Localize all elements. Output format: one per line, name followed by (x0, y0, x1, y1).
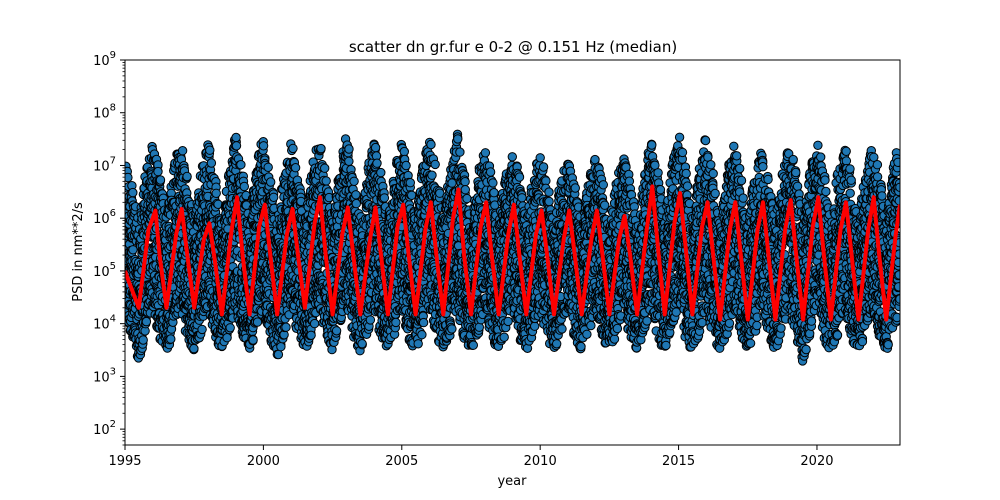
scatter-point (231, 141, 242, 151)
scatter-point (426, 139, 436, 150)
plot-area (125, 129, 900, 366)
scatter-point (290, 163, 301, 173)
scatter-point (125, 172, 133, 183)
scatter-point (468, 340, 478, 350)
scatter-point (288, 143, 298, 154)
scatter-point (399, 146, 409, 157)
scatter-point (407, 190, 417, 201)
scatter-series (125, 129, 900, 366)
scatter-point (138, 335, 148, 345)
scatter-point (155, 175, 166, 185)
scatter-point (189, 343, 199, 354)
scatter-point (205, 145, 215, 155)
scatter-point (485, 167, 496, 177)
scatter-point (236, 160, 246, 170)
scatter-point (331, 326, 342, 336)
scatter-point (480, 148, 491, 158)
scatter-point (141, 316, 152, 327)
scatter-point (231, 132, 241, 143)
scatter-point (413, 339, 423, 349)
scatter-point (460, 177, 470, 187)
scatter-point (430, 159, 440, 170)
scatter-point (499, 332, 509, 342)
scatter-point (455, 147, 465, 157)
scatter-point (182, 171, 192, 182)
scatter-point (460, 185, 470, 195)
scatter-point (248, 335, 258, 345)
scatter-point (197, 324, 207, 335)
scatter-point (372, 158, 382, 168)
scatter-point (222, 333, 232, 343)
scatter-point (206, 158, 217, 168)
scatter-point (370, 142, 381, 153)
scatter-point (462, 193, 472, 204)
scatter-point (447, 178, 457, 188)
scatter-point (177, 146, 188, 156)
scatter-point (351, 190, 361, 200)
scatter-point (391, 317, 401, 328)
scatter-point (320, 163, 330, 173)
scatter-point (309, 318, 320, 329)
scatter-point (344, 156, 354, 167)
scatter-point (128, 245, 138, 255)
scatter-point (417, 330, 427, 340)
scatter-point (379, 193, 390, 203)
scatter-point (258, 141, 269, 151)
scatter-point (269, 192, 279, 203)
scatter-point (503, 316, 513, 327)
scatter-point (418, 317, 429, 328)
scatter-point (488, 178, 498, 188)
scatter-point (128, 187, 138, 198)
scatter-point (453, 134, 463, 144)
scatter-point (306, 330, 316, 340)
scatter-point (489, 188, 499, 198)
chart-title: scatter dn gr.fur e 0-2 @ 0.151 Hz (medi… (349, 38, 677, 56)
scatter-point (376, 167, 386, 178)
scatter-point (349, 176, 359, 187)
scatter-point (344, 144, 354, 154)
scatter-point (401, 160, 411, 171)
scatter-point (365, 315, 376, 325)
scatter-point (474, 322, 484, 332)
scatter-point (281, 322, 291, 332)
scatter-point (273, 349, 284, 360)
scatter-point (166, 334, 176, 344)
scatter-point (239, 181, 250, 192)
scatter-point (252, 317, 263, 327)
scatter-point (225, 323, 235, 333)
scatter-point (276, 342, 286, 352)
scatter-point (211, 188, 221, 199)
scatter-point (427, 170, 437, 180)
scatter-point (316, 143, 326, 154)
scatter-point (357, 339, 367, 349)
scatter-point (447, 324, 457, 334)
scatter-point (321, 176, 331, 186)
scatter-point (266, 177, 276, 187)
scatter-point (405, 178, 415, 188)
scatter-point (351, 198, 361, 209)
scatter-point (263, 162, 273, 173)
scatter-point (153, 166, 163, 177)
